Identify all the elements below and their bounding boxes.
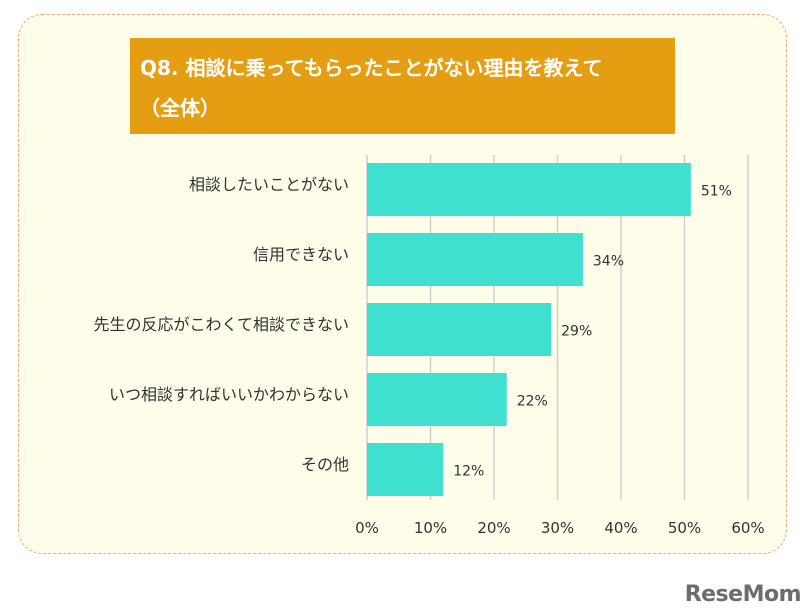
category-label-2: 先生の反応がこわくて相談できない: [93, 315, 349, 334]
bar-2: [367, 303, 552, 356]
x-tick-label-6: 60%: [731, 519, 764, 537]
x-tick-label-1: 10%: [414, 519, 447, 537]
x-tick-label-4: 40%: [604, 519, 637, 537]
value-label-2: 29%: [561, 324, 592, 340]
bar-1: [367, 233, 583, 286]
category-label-3: いつ相談すればいいかわからない: [109, 385, 349, 404]
value-label-0: 51%: [701, 184, 732, 200]
category-label-1: 信用できない: [253, 245, 349, 264]
x-tick-label-5: 50%: [668, 519, 701, 537]
category-label-0: 相談したいことがない: [189, 175, 349, 194]
category-label-4: その他: [301, 455, 349, 474]
value-label-4: 12%: [453, 464, 484, 480]
x-tick-label-0: 0%: [355, 519, 379, 537]
x-tick-label-3: 30%: [541, 519, 574, 537]
brand-logo: ReseMom: [684, 582, 802, 607]
value-label-3: 22%: [517, 394, 548, 410]
bar-4: [367, 443, 444, 496]
value-label-1: 34%: [593, 254, 624, 270]
x-tick-label-2: 20%: [477, 519, 510, 537]
chart-title-line1: Q8. 相談に乗ってもらったことがない理由を教えて: [140, 56, 603, 80]
bar-3: [367, 373, 507, 426]
chart-title: Q8. 相談に乗ってもらったことがない理由を教えて （全体）: [130, 38, 675, 134]
chart-title-line2: （全体）: [140, 96, 220, 120]
bar-0: [367, 163, 691, 216]
